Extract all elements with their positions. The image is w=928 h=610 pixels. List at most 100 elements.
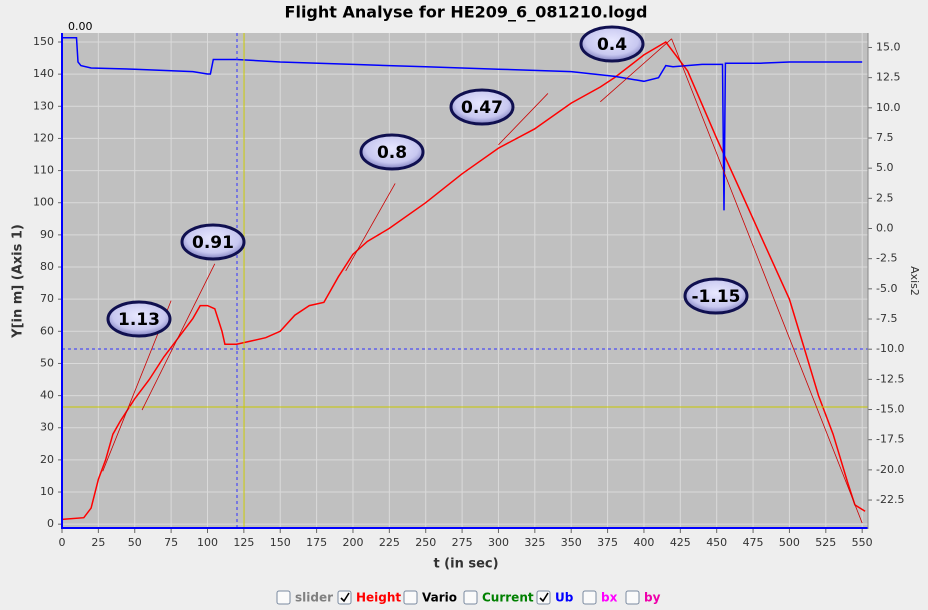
y2-tick-label: -10.0 xyxy=(876,342,904,355)
y2-tick-label: -12.5 xyxy=(876,372,904,385)
y2-tick-label: 10.0 xyxy=(876,101,901,114)
series-line xyxy=(61,41,866,521)
annotation-label: 1.13 xyxy=(118,310,160,330)
y-tick-label: 90 xyxy=(40,228,54,241)
y2-tick-label: -15.0 xyxy=(876,403,904,416)
y2-tick-label: 5.0 xyxy=(876,161,894,174)
y2-tick-label: 7.5 xyxy=(876,131,894,144)
legend-checkbox[interactable] xyxy=(625,590,640,605)
y2-tick-label: 0.0 xyxy=(876,222,894,235)
y-tick-label: 150 xyxy=(33,35,54,48)
slope-line xyxy=(600,38,672,103)
x-tick-label: 550 xyxy=(852,536,873,549)
x-tick-label: 25 xyxy=(91,536,105,549)
x-tick-label: 350 xyxy=(561,536,582,549)
y2-tick-label: -22.5 xyxy=(876,493,904,506)
legend-label[interactable]: by xyxy=(644,591,661,605)
y-tick-label: 140 xyxy=(33,67,54,80)
legend-label[interactable]: Height xyxy=(356,591,401,605)
x-tick-label: 425 xyxy=(670,536,691,549)
x-tick-label: 375 xyxy=(597,536,618,549)
x-tick-label: 225 xyxy=(379,536,400,549)
legend-item[interactable]: Height xyxy=(337,590,401,605)
legend-item[interactable]: by xyxy=(625,590,661,605)
slope-line xyxy=(498,93,549,146)
legend-label[interactable]: bx xyxy=(601,591,618,605)
slope-line xyxy=(345,183,396,272)
slope-line xyxy=(141,263,216,411)
legend-checkbox[interactable] xyxy=(536,590,551,605)
y-tick-label: 20 xyxy=(40,453,54,466)
x-tick-label: 100 xyxy=(197,536,218,549)
y-tick-label: 110 xyxy=(33,164,54,177)
x-tick-label: 450 xyxy=(706,536,727,549)
y-tick-label: 70 xyxy=(40,292,54,305)
annotation-bubble xyxy=(359,133,425,171)
y-axis-label: Y[in m] (Axis 1) xyxy=(11,224,26,339)
y-tick-label: 10 xyxy=(40,485,54,498)
x-tick-label: 500 xyxy=(779,536,800,549)
legend-label[interactable]: slider xyxy=(295,591,333,605)
y2-tick-label: 12.5 xyxy=(876,71,901,84)
y2-axis-label: Axis2 xyxy=(908,266,921,296)
x-tick-label: 325 xyxy=(524,536,545,549)
y-tick-label: 130 xyxy=(33,99,54,112)
annotation-bubble xyxy=(579,25,645,63)
series-line xyxy=(62,37,863,211)
slope-line xyxy=(671,38,863,524)
x-tick-label: 525 xyxy=(815,536,836,549)
annotation-label: 0.47 xyxy=(461,98,503,118)
annotation-label: 0.91 xyxy=(192,233,234,253)
annotation-bubble xyxy=(449,88,515,126)
legend-item[interactable]: Current xyxy=(463,590,534,605)
x-tick-label: 200 xyxy=(342,536,363,549)
annotation-label: -1.15 xyxy=(692,287,741,307)
legend-check xyxy=(539,592,549,603)
y-tick-label: 100 xyxy=(33,196,54,209)
y-tick-label: 50 xyxy=(40,356,54,369)
x-tick-label: 400 xyxy=(633,536,654,549)
legend-label[interactable]: Vario xyxy=(422,591,457,605)
x-tick-label: 0 xyxy=(59,536,66,549)
legend-checkbox[interactable] xyxy=(403,590,418,605)
legend-item[interactable]: Ub xyxy=(536,590,574,605)
legend-check xyxy=(340,592,350,603)
x-axis-label: t (in sec) xyxy=(433,557,498,572)
legend-item[interactable]: bx xyxy=(582,590,618,605)
legend-item[interactable]: slider xyxy=(276,590,333,605)
cursor-label: 0.00 xyxy=(68,20,93,33)
y-tick-label: 30 xyxy=(40,421,54,434)
annotation-bubble xyxy=(106,300,172,338)
x-tick-label: 300 xyxy=(488,536,509,549)
y2-tick-label: -20.0 xyxy=(876,463,904,476)
x-tick-label: 150 xyxy=(270,536,291,549)
x-tick-label: 50 xyxy=(128,536,142,549)
y2-tick-label: -17.5 xyxy=(876,433,904,446)
y-tick-label: 40 xyxy=(40,389,54,402)
y-tick-label: 60 xyxy=(40,324,54,337)
y-tick-label: 80 xyxy=(40,260,54,273)
y2-tick-label: -5.0 xyxy=(876,282,897,295)
legend-label[interactable]: Current xyxy=(482,591,534,605)
legend-checkbox[interactable] xyxy=(582,590,597,605)
x-tick-label: 175 xyxy=(306,536,327,549)
legend-label[interactable]: Ub xyxy=(555,591,574,605)
annotation-label: 0.8 xyxy=(377,143,407,163)
annotation-bubble xyxy=(180,223,246,261)
legend-checkbox[interactable] xyxy=(463,590,478,605)
y-tick-label: 120 xyxy=(33,131,54,144)
legend-checkbox[interactable] xyxy=(337,590,352,605)
x-tick-label: 475 xyxy=(743,536,764,549)
x-tick-label: 250 xyxy=(415,536,436,549)
legend-checkbox[interactable] xyxy=(276,590,291,605)
x-tick-label: 125 xyxy=(233,536,254,549)
y2-tick-label: 15.0 xyxy=(876,40,901,53)
legend-item[interactable]: Vario xyxy=(403,590,457,605)
chart-title: Flight Analyse for HE209_6_081210.logd xyxy=(285,3,648,22)
y2-tick-label: 2.5 xyxy=(876,191,894,204)
annotation-bubble xyxy=(683,277,749,315)
y2-tick-label: -2.5 xyxy=(876,252,897,265)
y2-tick-label: -7.5 xyxy=(876,312,897,325)
annotation-label: 0.4 xyxy=(597,35,627,55)
